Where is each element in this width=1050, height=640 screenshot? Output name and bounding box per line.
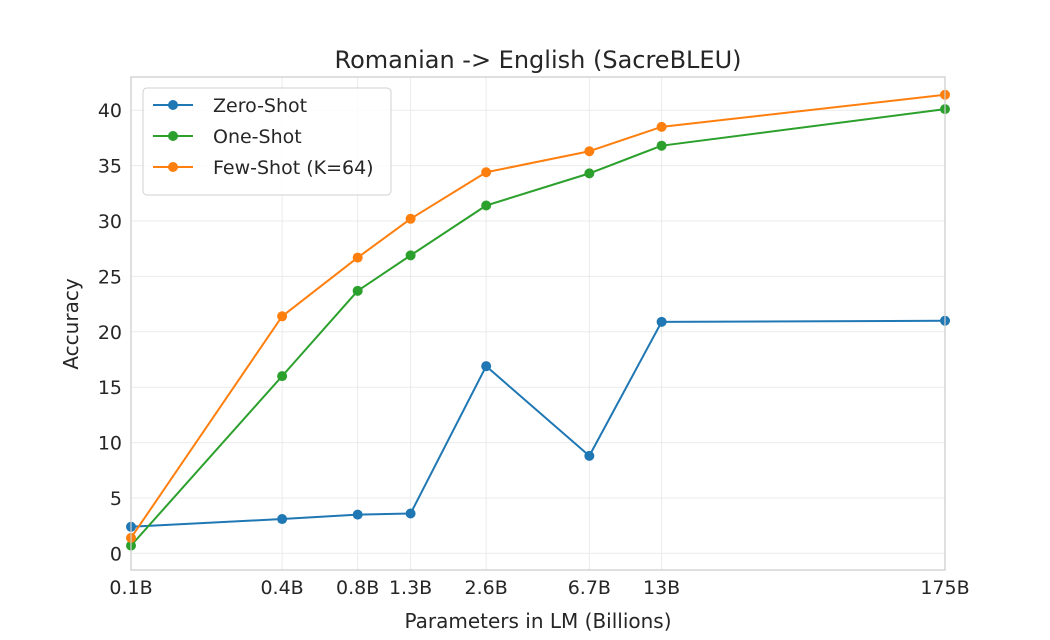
series-zero-shot [126,315,950,532]
x-axis-ticks: 0.1B 0.4B 0.8B 1.3B 2.6B 6.7B 13B 175B [109,577,969,599]
y-tick-label: 0 [110,543,122,565]
series-line [130,93,946,539]
plot-frame [130,76,946,571]
x-axis-label: Parameters in LM (Billions) [404,609,671,633]
legend-marker [168,131,178,141]
data-point [277,514,288,525]
data-point [277,371,288,382]
legend-marker [168,100,178,110]
legend-label: Zero-Shot [213,95,307,117]
data-point [352,509,363,520]
legend-label: Few-Shot (K=64) [213,157,374,179]
legend-label: One-Shot [213,126,302,148]
data-point [481,361,492,372]
data-point [584,146,595,157]
y-tick-label: 15 [98,377,122,399]
x-tick-label: 2.6B [465,577,508,599]
y-tick-label: 35 [98,156,122,178]
legend-item: Zero-Shot [153,95,307,117]
y-axis-label: Accuracy [59,278,83,369]
legend-item: Few-Shot (K=64) [153,157,374,179]
data-point [584,168,595,179]
data-point [405,508,416,519]
data-point [656,121,667,132]
series-one-shot [126,104,950,551]
data-point [352,252,363,263]
x-tick-label: 6.7B [568,577,611,599]
data-point [405,250,416,261]
data-point [481,167,492,178]
data-point [277,311,288,322]
y-tick-label: 25 [98,266,122,288]
legend: Zero-Shot One-Shot Few-Shot (K=64) [142,87,392,196]
legend-item: One-Shot [153,126,302,148]
legend-marker [168,162,178,172]
data-point [405,213,416,224]
data-point [656,140,667,151]
y-tick-label: 20 [98,322,122,344]
y-tick-label: 10 [98,433,122,455]
x-tick-label: 0.4B [260,577,303,599]
data-point [481,200,492,211]
series-line [130,108,946,547]
legend-box [142,87,392,196]
data-point [584,450,595,461]
x-tick-label: 0.1B [109,577,152,599]
series-line [130,319,946,528]
series-layer [126,89,950,551]
y-tick-label: 30 [98,211,122,233]
data-point [656,316,667,327]
y-axis-ticks: 0 5 10 15 20 25 30 35 40 [98,100,122,565]
x-tick-label: 13B [643,577,680,599]
y-tick-label: 5 [110,488,122,510]
data-point [352,285,363,296]
x-tick-label: 0.8B [336,577,379,599]
x-tick-label: 1.3B [389,577,432,599]
chart-title: Romanian -> English (SacreBLEU) [334,46,741,74]
y-tick-label: 40 [98,100,122,122]
x-tick-label: 175B [920,577,969,599]
